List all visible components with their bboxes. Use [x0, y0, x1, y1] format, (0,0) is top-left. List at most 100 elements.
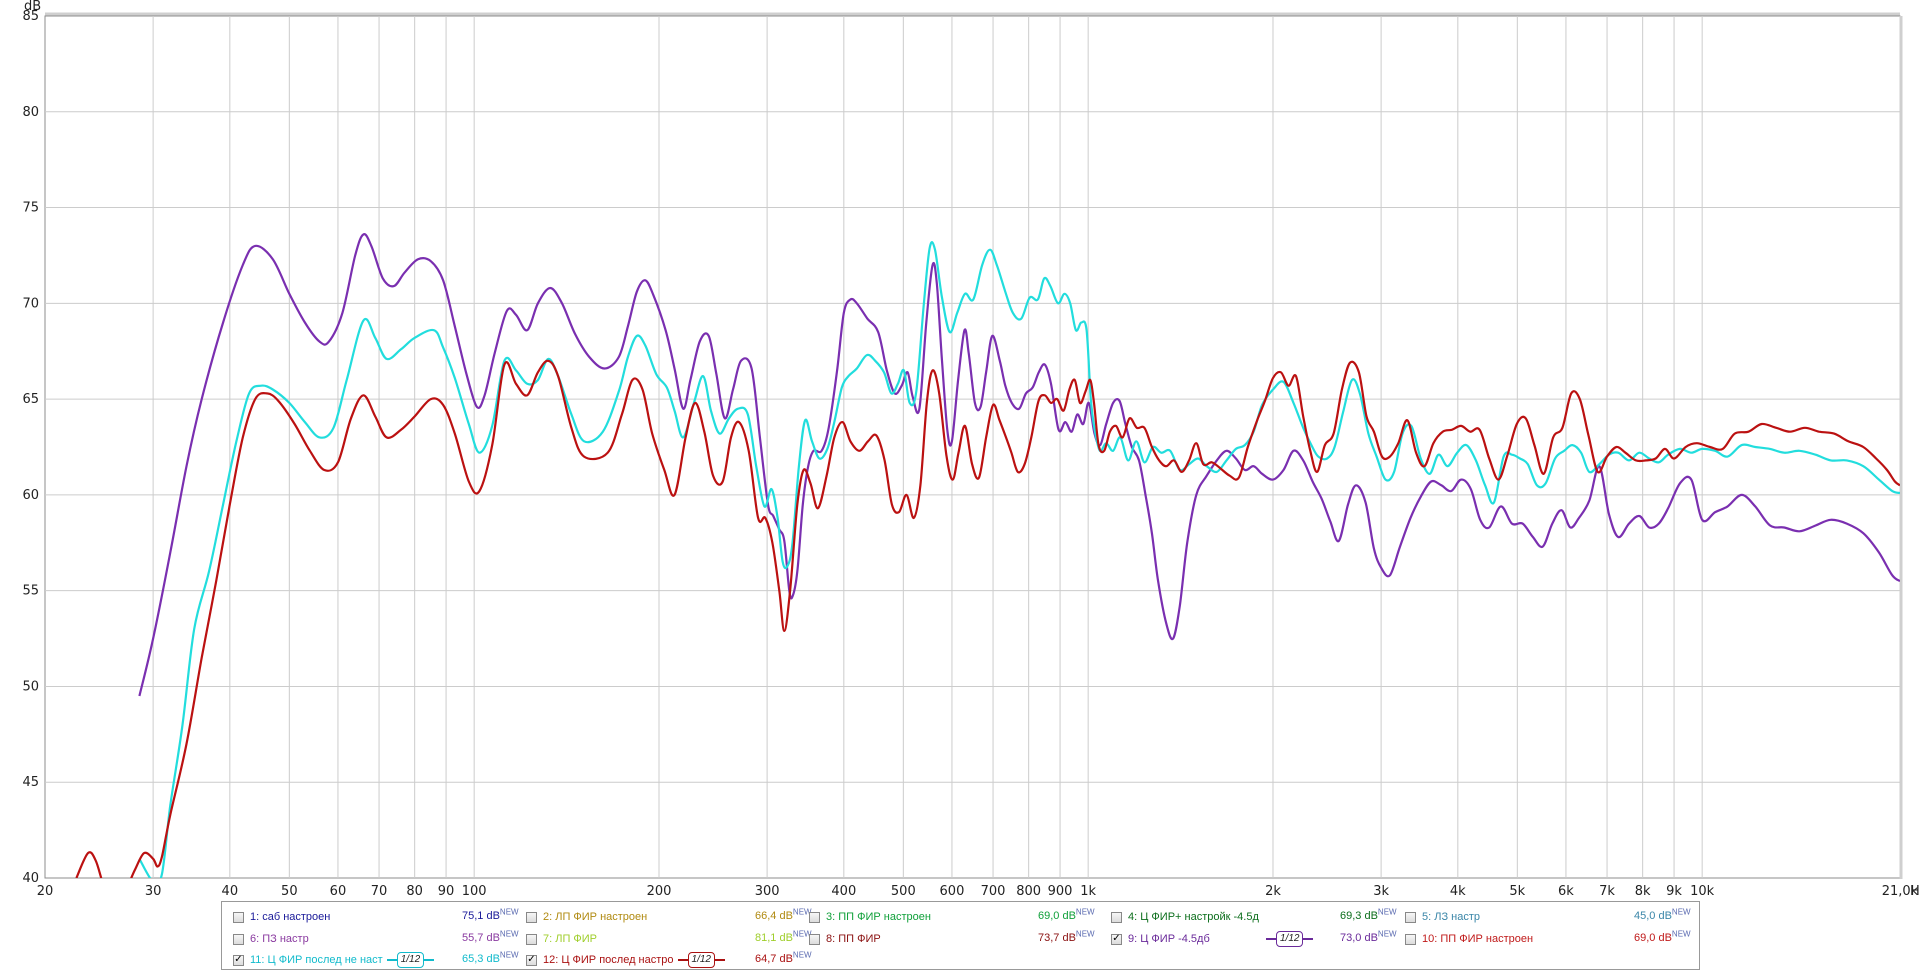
legend-checkbox[interactable]: [233, 911, 244, 923]
legend-checkbox[interactable]: [1405, 933, 1416, 945]
legend-checkbox[interactable]: ✓: [233, 954, 244, 966]
frequency-response-chart: 40 45 50 55 60 65 70 75 80 85 20 30 40 50 60 70 80 90 100 2…: [22, 0, 1920, 899]
x-tick-label: 5k: [1509, 884, 1525, 899]
chart-svg: 40 45 50 55 60 65 70 75 80 85 20 30 40 50 60 70 80 90 100 2…: [22, 0, 1920, 899]
legend-item[interactable]: ✓ 11: Ц ФИР послед не наст 1/12: [233, 950, 435, 970]
x-axis-unit: Hz: [1910, 884, 1920, 899]
x-tick-label: 500: [891, 884, 916, 899]
legend-item[interactable]: 1: саб настроен: [233, 907, 330, 927]
x-tick-label: 900: [1048, 884, 1073, 899]
legend-checkbox[interactable]: [809, 933, 820, 945]
legend-checkbox[interactable]: ✓: [526, 954, 537, 966]
x-tick-label: 90: [438, 884, 455, 899]
legend-value: 65,3 dBNEW: [462, 950, 519, 965]
legend-value: 81,1 dBNEW: [755, 929, 812, 944]
legend-checkbox[interactable]: [233, 933, 244, 945]
legend-value: 45,0 dBNEW: [1634, 907, 1691, 922]
x-tick-label: 100: [462, 884, 487, 899]
x-tick-label: 50: [281, 884, 298, 899]
legend-checkbox[interactable]: [1111, 911, 1122, 923]
legend-checkbox[interactable]: [809, 911, 820, 923]
legend-checkbox[interactable]: ✓: [1111, 933, 1122, 945]
x-tick-label: 800: [1016, 884, 1041, 899]
series-line-1: [138, 233, 1900, 697]
y-tick-label: 55: [22, 584, 39, 599]
x-tick-label: 300: [755, 884, 780, 899]
y-tick-label: 50: [22, 679, 39, 694]
tick-labels: 40 45 50 55 60 65 70 75 80 85 20 30 40 50 60 70 80 90 100 2…: [22, 9, 1920, 899]
legend-label: 3: ПП ФИР настроен: [826, 911, 931, 923]
legend-label: 4: Ц ФИР+ настройк -4.5д: [1128, 911, 1259, 923]
plot-border: [44, 15, 1901, 879]
legend-item[interactable]: 4: Ц ФИР+ настройк -4.5д: [1111, 907, 1259, 927]
series-group: [75, 233, 1900, 878]
y-tick-label: 70: [22, 296, 39, 311]
legend-item[interactable]: 6: ПЗ настр: [233, 929, 309, 949]
legend-item[interactable]: 7: ЛП ФИР: [526, 929, 597, 949]
legend-new-tag: NEW: [1377, 907, 1397, 917]
y-tick-label: 75: [22, 201, 39, 216]
y-tick-label: 80: [22, 105, 39, 120]
legend-new-tag: NEW: [1377, 929, 1397, 939]
x-tick-label: 6k: [1558, 884, 1574, 899]
x-tick-label: 30: [145, 884, 162, 899]
legend-item[interactable]: 3: ПП ФИР настроен: [809, 907, 931, 927]
legend-label: 6: ПЗ настр: [250, 933, 309, 945]
x-tick-label: 21,0k: [1882, 884, 1919, 899]
legend-value: 66,4 dBNEW: [755, 907, 812, 922]
legend-new-tag: NEW: [792, 950, 812, 960]
x-tick-label: 20: [37, 884, 54, 899]
legend-item[interactable]: 5: ЛЗ настр: [1405, 907, 1480, 927]
legend-new-tag: NEW: [1671, 929, 1691, 939]
legend-new-tag: NEW: [792, 929, 812, 939]
x-tick-label: 1k: [1080, 884, 1096, 899]
legend-new-tag: NEW: [499, 907, 519, 917]
legend-checkbox[interactable]: [526, 911, 537, 923]
x-tick-label: 9k: [1666, 884, 1682, 899]
legend-new-tag: NEW: [1671, 907, 1691, 917]
y-tick-label: 85: [22, 9, 39, 24]
legend-checkbox[interactable]: [1405, 911, 1416, 923]
legend-item[interactable]: ✓ 12: Ц ФИР послед настро 1/12: [526, 950, 725, 970]
legend-label: 7: ЛП ФИР: [543, 933, 598, 945]
legend-label: 10: ПП ФИР настроен: [1422, 933, 1534, 945]
x-tick-label: 10k: [1690, 884, 1715, 899]
legend-value: 69,0 dBNEW: [1038, 907, 1095, 922]
legend-new-tag: NEW: [792, 907, 812, 917]
legend-label: 11: Ц ФИР послед не наст: [250, 954, 383, 966]
series-line-2: [138, 241, 1900, 878]
smoothing-badge: 1/12: [1266, 931, 1314, 947]
y-tick-label: 65: [22, 392, 39, 407]
smoothing-badge: 1/12: [386, 952, 435, 968]
x-tick-label: 400: [831, 884, 856, 899]
legend-value: 69,3 dBNEW: [1340, 907, 1397, 922]
legend-checkbox[interactable]: [526, 933, 537, 945]
legend-item[interactable]: 2: ЛП ФИР настроен: [526, 907, 647, 927]
legend-item[interactable]: ✓ 9: Ц ФИР -4.5дб 1/12: [1111, 929, 1314, 949]
legend-label: 5: ЛЗ настр: [1422, 911, 1480, 923]
legend-value: 55,7 dBNEW: [462, 929, 519, 944]
legend-value: 73,7 dBNEW: [1038, 929, 1095, 944]
legend-new-tag: NEW: [1075, 907, 1095, 917]
legend-new-tag: NEW: [1075, 929, 1095, 939]
series-line-3: [75, 359, 1900, 878]
legend-item[interactable]: 8: ПП ФИР: [809, 929, 881, 949]
legend: 1: саб настроен 75,1 dBNEW 2: ЛП ФИР настр…: [221, 901, 1700, 970]
legend-label: 1: саб настроен: [250, 911, 331, 923]
legend-label: 2: ЛП ФИР настроен: [543, 911, 648, 923]
y-axis-label: dB: [24, 0, 41, 14]
legend-new-tag: NEW: [499, 929, 519, 939]
legend-new-tag: NEW: [499, 950, 519, 960]
x-tick-label: 3k: [1373, 884, 1389, 899]
smoothing-badge: 1/12: [677, 952, 725, 968]
x-tick-label: 80: [406, 884, 423, 899]
grid: [45, 16, 1900, 878]
legend-label: 12: Ц ФИР послед настро: [543, 954, 674, 966]
y-tick-label: 45: [22, 775, 39, 790]
legend-item[interactable]: 10: ПП ФИР настроен: [1405, 929, 1533, 949]
x-tick-label: 200: [647, 884, 672, 899]
x-tick-label: 7k: [1599, 884, 1615, 899]
legend-label: 9: Ц ФИР -4.5дб: [1128, 933, 1210, 945]
x-tick-label: 700: [981, 884, 1006, 899]
legend-value: 75,1 dBNEW: [462, 907, 519, 922]
